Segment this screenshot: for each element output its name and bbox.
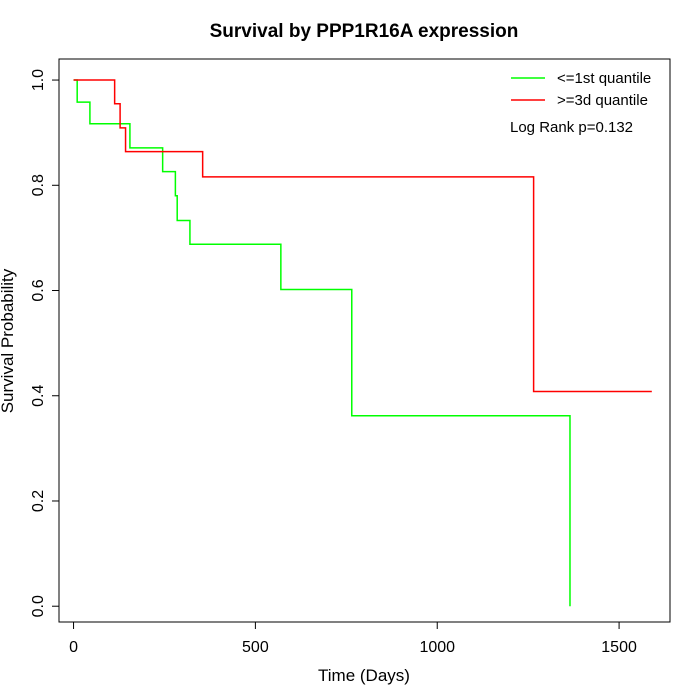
- legend-label-low: <=1st quantile: [557, 70, 651, 87]
- chart-title: Survival by PPP1R16A expression: [210, 21, 519, 42]
- y-axis-label: Survival Probability: [0, 268, 17, 413]
- y-tick-label: 1.0: [30, 69, 47, 91]
- series-layer: [73, 79, 652, 607]
- y-tick-label: 0.4: [30, 385, 47, 407]
- series-line-high-quantile: [73, 79, 652, 393]
- x-tick-label: 1000: [419, 639, 455, 656]
- x-axis: 0 500 1000 1500: [69, 621, 637, 656]
- y-tick-label: 0.0: [30, 595, 47, 617]
- plot-frame: [58, 58, 671, 623]
- y-axis: 0.0 0.2 0.4 0.6 0.8 1.0: [30, 69, 60, 617]
- y-tick-label: 0.2: [30, 490, 47, 512]
- legend-label-high: >=3d quantile: [557, 92, 648, 109]
- x-tick-label: 0: [69, 639, 78, 656]
- y-tick-label: 0.8: [30, 174, 47, 196]
- series-line-low-quantile: [73, 79, 571, 607]
- y-tick-label: 0.6: [30, 279, 47, 301]
- x-tick-label: 1500: [601, 639, 637, 656]
- legend: <=1st quantile >=3d quantile: [511, 70, 651, 109]
- x-axis-label: Time (Days): [318, 666, 410, 685]
- log-rank-annotation: Log Rank p=0.132: [510, 119, 633, 136]
- x-tick-label: 500: [242, 639, 269, 656]
